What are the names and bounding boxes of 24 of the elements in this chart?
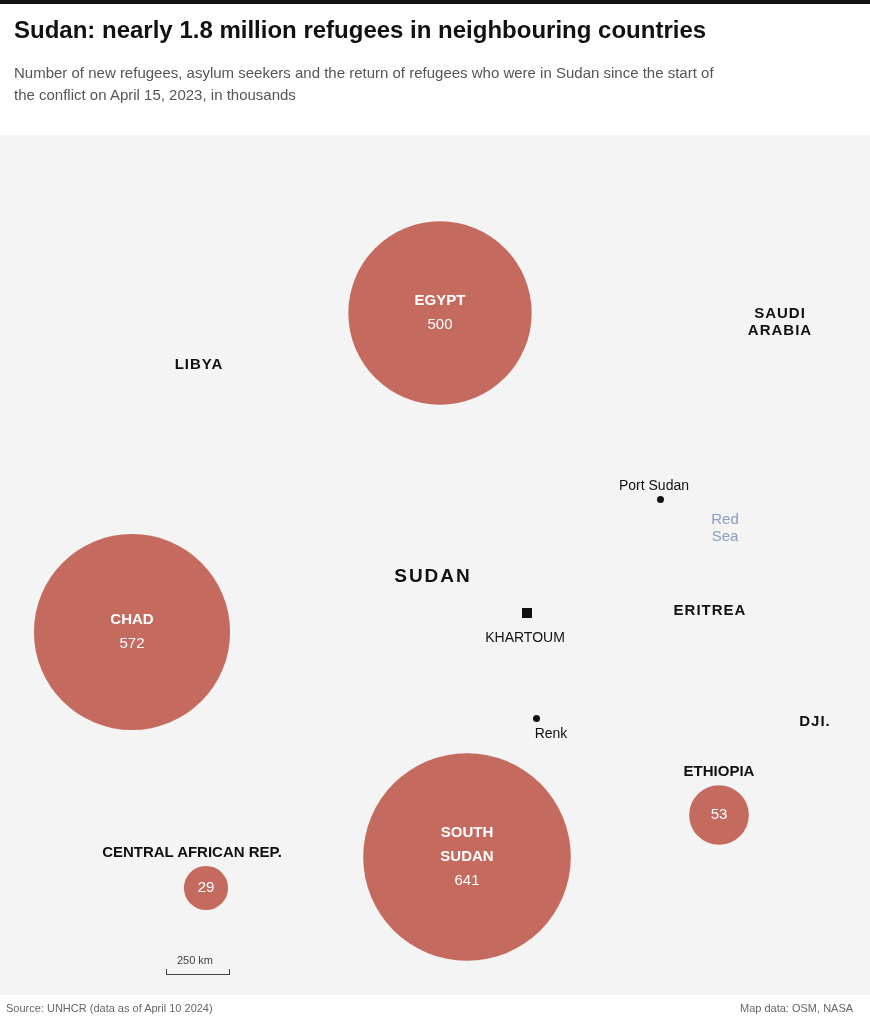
category-label: CHAD	[110, 610, 154, 628]
data-label: 53	[710, 805, 728, 823]
data-label: 500	[427, 315, 453, 333]
data-label: 29	[197, 878, 215, 896]
text: Sudan: nearly 1.8 million refugees in neighbouring countries	[14, 16, 707, 44]
category-label: SOUTH SUDAN	[440, 823, 494, 865]
data-label: 641	[454, 871, 480, 889]
text: DJI.	[799, 711, 831, 729]
text: SUDAN	[394, 565, 472, 587]
text: 250 km	[176, 954, 214, 966]
text: SAUDI ARABIA	[746, 304, 814, 338]
text: ERITREA	[673, 600, 747, 618]
text: Map data: OSM, NASA	[740, 1002, 854, 1014]
category-label: CENTRAL AFRICAN REP.	[102, 843, 282, 861]
category-label: EGYPT	[414, 291, 466, 309]
text: KHARTOUM	[485, 629, 565, 645]
text: Red Sea	[710, 510, 740, 544]
text: Number of new refugees, asylum seekers and the return of refugees who were in Sudan since the start of the conflict on April 15, 2023, in thousands	[14, 63, 714, 105]
text: LIBYA	[174, 354, 224, 372]
text: Renk	[534, 725, 568, 741]
source-note: Source: UNHCR (data as of April 10 2024)	[6, 1002, 213, 1014]
data-label: 572	[119, 634, 145, 652]
category-label: ETHIOPIA	[683, 762, 755, 780]
text: Port Sudan	[618, 477, 690, 493]
